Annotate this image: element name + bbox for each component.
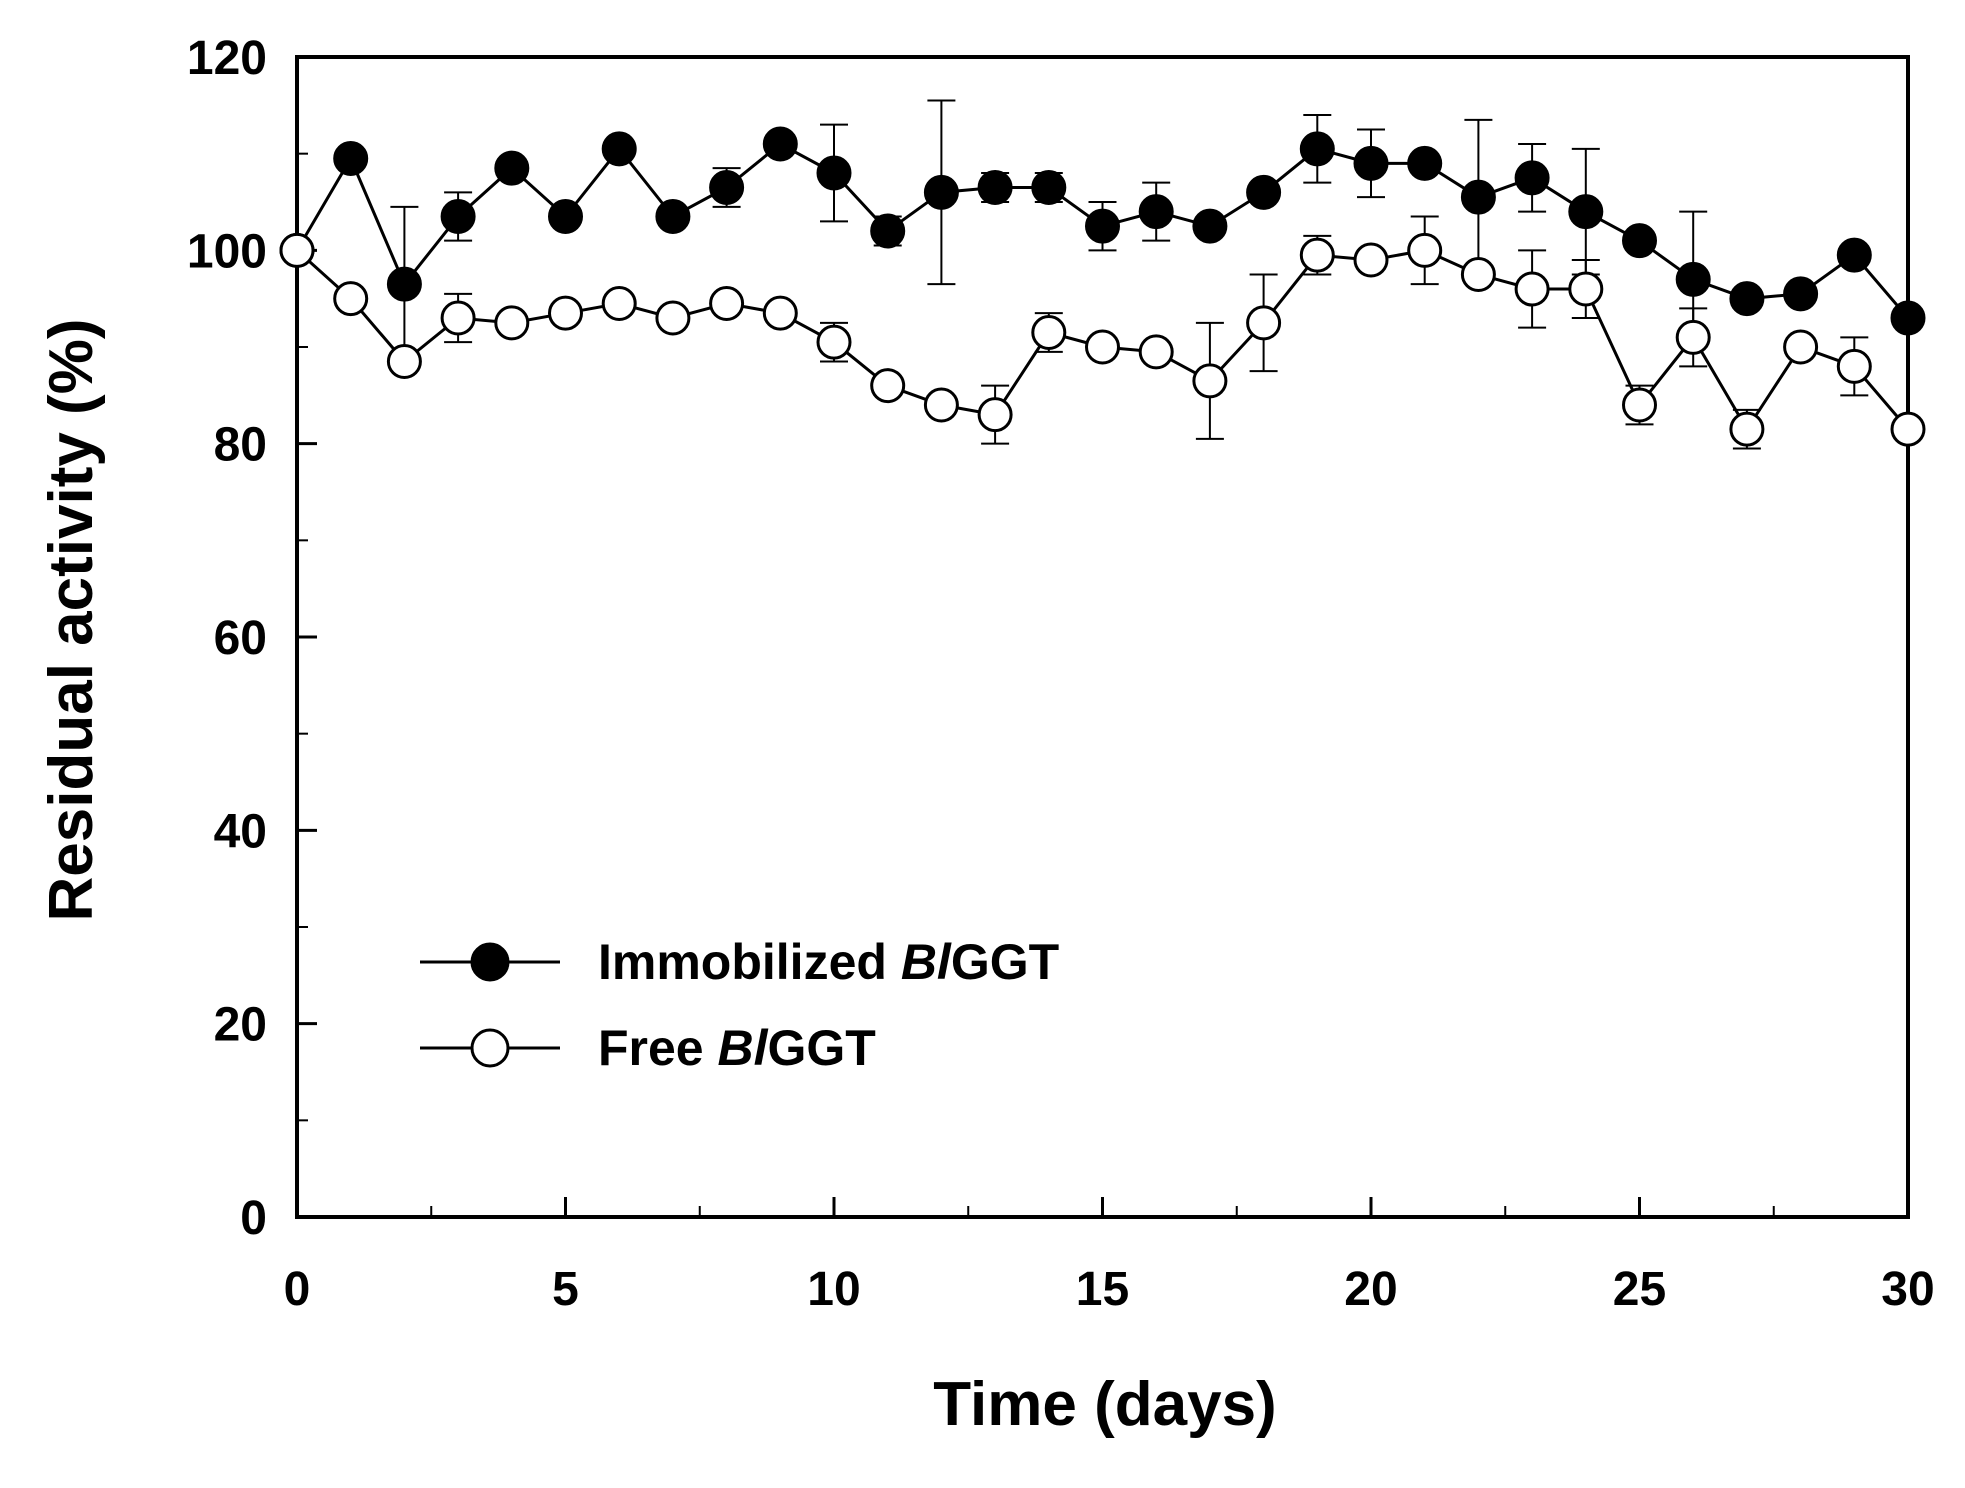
data-point [977, 397, 1013, 433]
y-tick-label: 120 [187, 32, 267, 85]
legend-label: Free BlGGT [598, 1020, 876, 1076]
x-tick-label: 15 [1076, 1263, 1129, 1316]
data-point [386, 344, 422, 379]
data-point [1031, 315, 1067, 350]
data-point [601, 131, 637, 167]
data-point [1460, 179, 1496, 215]
y-tick-label: 60 [214, 612, 267, 665]
series-layer [279, 99, 1926, 450]
data-point [1246, 174, 1282, 210]
data-point [762, 126, 798, 162]
legend-item: Free BlGGT [420, 1020, 876, 1076]
x-tick-label: 0 [284, 1263, 311, 1316]
data-point [1407, 232, 1443, 268]
data-point [1675, 261, 1711, 297]
data-point [1675, 319, 1711, 355]
data-point [1192, 363, 1228, 399]
data-point [601, 286, 637, 321]
data-point [386, 266, 422, 302]
x-tick-label: 5 [552, 1263, 579, 1316]
data-point [870, 213, 906, 249]
legend-item: Immobilized BlGGT [420, 934, 1059, 990]
data-point [440, 300, 476, 336]
data-point [1460, 257, 1496, 292]
data-point [333, 141, 369, 176]
data-point [655, 300, 691, 336]
x-tick-label: 10 [807, 1263, 860, 1316]
data-point [333, 281, 369, 317]
data-point [1568, 194, 1604, 230]
data-point [1299, 131, 1335, 167]
data-point [548, 295, 583, 331]
data-point [1192, 208, 1228, 244]
data-point [977, 170, 1013, 205]
legend-marker [470, 942, 510, 982]
legend-label: Immobilized BlGGT [598, 934, 1059, 990]
data-point [1138, 334, 1174, 370]
data-point [1407, 145, 1443, 181]
data-point [548, 199, 583, 234]
data-point [494, 305, 530, 341]
x-tick-label: 25 [1613, 1263, 1666, 1316]
data-point [1031, 170, 1067, 205]
data-point [1138, 194, 1174, 230]
data-point [1353, 145, 1389, 181]
data-point [870, 368, 906, 404]
data-point [923, 387, 959, 423]
data-point [1353, 242, 1389, 278]
data-point [1783, 276, 1819, 312]
data-point [1729, 411, 1765, 447]
data-point [1836, 348, 1872, 384]
data-point [1568, 271, 1604, 307]
data-point [440, 199, 476, 234]
data-point [1085, 329, 1120, 365]
data-point [816, 324, 852, 360]
data-point [1890, 300, 1926, 336]
data-point [1514, 271, 1550, 307]
data-point [709, 286, 745, 321]
data-point [709, 170, 745, 205]
axes: 0 5 10 15 20 25 30 0 20 40 60 80 100 120 [187, 32, 1935, 1316]
x-tick-label: 20 [1344, 1263, 1397, 1316]
y-tick-label: 20 [214, 999, 267, 1052]
x-tick-label: 30 [1881, 1263, 1934, 1316]
y-tick-label: 80 [214, 419, 267, 472]
data-point [279, 232, 315, 268]
y-axis-label: Residual activity (%) [37, 319, 106, 922]
data-point [1246, 305, 1282, 341]
data-point [816, 155, 852, 191]
data-point [1622, 387, 1657, 423]
data-point [1622, 223, 1657, 259]
data-point [1514, 160, 1550, 196]
legend-marker [470, 1028, 510, 1068]
data-point [1890, 411, 1926, 447]
data-point [762, 295, 798, 331]
data-point [923, 174, 959, 210]
y-tick-label: 100 [187, 225, 267, 278]
data-point [1783, 329, 1819, 365]
data-point [494, 150, 530, 186]
data-point [1299, 237, 1335, 273]
data-point [1085, 208, 1120, 244]
y-tick-label: 0 [240, 1192, 267, 1245]
series-free [279, 215, 1926, 450]
data-point [1836, 237, 1872, 273]
legend: Immobilized BlGGT Free BlGGT [420, 934, 1059, 1076]
data-point [1729, 281, 1765, 317]
data-point [655, 199, 691, 234]
x-axis-label: Time (days) [933, 1370, 1276, 1439]
y-tick-label: 40 [214, 805, 267, 858]
